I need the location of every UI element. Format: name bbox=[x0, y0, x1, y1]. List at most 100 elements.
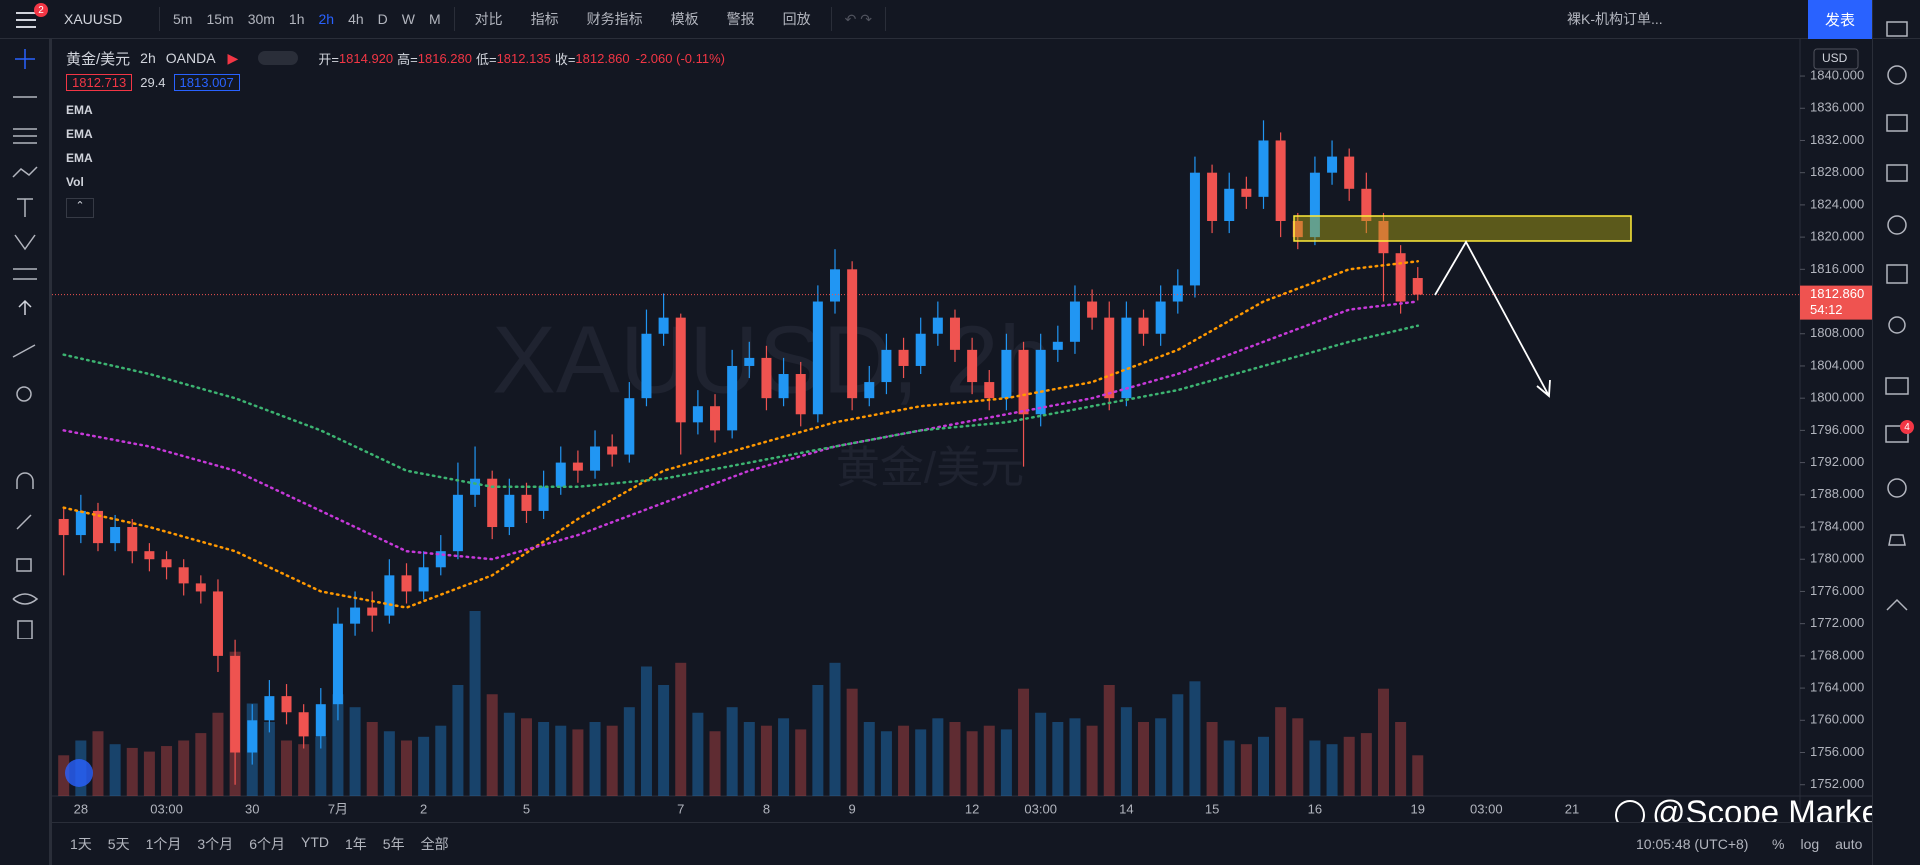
range[interactable]: 6个月 bbox=[249, 836, 285, 852]
candle-body bbox=[1172, 285, 1183, 302]
interval[interactable]: 30m bbox=[247, 11, 275, 27]
chart: XAUUSD, 2h 黄金/美元 1752.0001756.0001760.00… bbox=[52, 39, 1872, 822]
x-tick-label: 28 bbox=[74, 801, 88, 816]
zone-rectangle[interactable] bbox=[1293, 215, 1632, 242]
range[interactable]: 3个月 bbox=[197, 836, 234, 852]
scale-option[interactable]: log bbox=[1800, 836, 1820, 852]
scale-option[interactable]: auto bbox=[1835, 836, 1863, 852]
scale-option[interactable]: % bbox=[1772, 836, 1785, 852]
interval[interactable]: 4h bbox=[348, 11, 364, 27]
range[interactable]: 1个月 bbox=[145, 836, 182, 852]
x-tick-label: 14 bbox=[1119, 801, 1133, 816]
ohlc-label: 低= bbox=[475, 51, 497, 67]
tool[interactable]: 财务指标 bbox=[586, 11, 643, 27]
volume-bar bbox=[178, 740, 190, 796]
range[interactable]: 1年 bbox=[344, 836, 367, 852]
candle-body bbox=[915, 333, 926, 366]
volume-bar bbox=[829, 662, 841, 796]
candle-body bbox=[1258, 140, 1269, 197]
volume-bar bbox=[589, 722, 601, 796]
candle-body bbox=[332, 623, 343, 705]
volume-bar bbox=[932, 718, 944, 796]
interval[interactable]: 1h bbox=[288, 11, 305, 27]
volume-bar bbox=[846, 688, 858, 796]
candle-body bbox=[778, 374, 789, 399]
interval[interactable]: M bbox=[429, 11, 441, 27]
range[interactable]: 5天 bbox=[107, 836, 130, 852]
candle-body bbox=[692, 406, 703, 423]
y-tick-label: 1764.000 bbox=[1810, 680, 1864, 695]
volume-bar bbox=[880, 731, 892, 796]
currency-box[interactable] bbox=[1813, 48, 1859, 70]
candle-body bbox=[847, 269, 858, 399]
tool[interactable]: 模板 bbox=[670, 11, 699, 27]
separator bbox=[885, 7, 887, 31]
candle-body bbox=[264, 696, 275, 721]
candle-body bbox=[435, 551, 446, 568]
interval[interactable]: W bbox=[401, 11, 415, 27]
interval[interactable]: 5m bbox=[173, 11, 193, 27]
y-tick-label: 1840.000 bbox=[1810, 67, 1864, 82]
ema-line bbox=[62, 324, 1420, 489]
interval[interactable]: 15m bbox=[206, 11, 234, 27]
volume-bar bbox=[143, 751, 155, 796]
interval[interactable]: 2h bbox=[318, 11, 335, 27]
volume-bar bbox=[658, 685, 670, 796]
undo[interactable]: ↶ ↷ bbox=[844, 10, 873, 27]
interval[interactable]: D bbox=[377, 11, 388, 27]
candle-body bbox=[710, 406, 721, 431]
volume-bar bbox=[1240, 744, 1252, 796]
candle-body bbox=[830, 269, 840, 302]
y-tick-label: 1792.000 bbox=[1810, 454, 1864, 469]
menu-icon[interactable] bbox=[0, 0, 52, 39]
x-tick-label: 15 bbox=[1205, 801, 1219, 816]
range[interactable]: 5年 bbox=[382, 836, 405, 852]
volume-bar bbox=[418, 736, 430, 796]
x-tick-label: 7月 bbox=[328, 801, 348, 816]
y-tick-label: 1816.000 bbox=[1810, 261, 1864, 276]
y-tick-label: 1836.000 bbox=[1810, 100, 1864, 115]
candle-body bbox=[367, 607, 378, 616]
range[interactable]: 全部 bbox=[420, 836, 449, 852]
plot: 1752.000 1756.000 1760.000 1764.000 1768.000… bbox=[52, 67, 1872, 816]
logo bbox=[65, 759, 93, 787]
y-tick-label: 1820.000 bbox=[1810, 229, 1864, 244]
publish-button[interactable]: 发表 bbox=[1808, 0, 1872, 39]
candle-body bbox=[144, 551, 155, 560]
legend-main: 黄金/美元 2h OANDA ▶ 开= 1814.920 高= 1816.280 低= 1… bbox=[66, 46, 725, 70]
range[interactable]: 1天 bbox=[70, 836, 92, 852]
volume-bar bbox=[349, 707, 361, 796]
symbol[interactable]: XAUUSD bbox=[64, 11, 123, 27]
x-tick-label: 03:00 bbox=[150, 801, 183, 816]
layout-name[interactable]: 裸K-机构订单... bbox=[1567, 11, 1663, 27]
tool[interactable]: 对比 bbox=[474, 11, 503, 27]
tool[interactable]: 回放 bbox=[782, 11, 811, 27]
legend-quote: 1812.713 29.4 1813.007 bbox=[66, 70, 725, 94]
collapse-button[interactable]: ⌃ bbox=[66, 198, 94, 218]
volume-bar bbox=[1360, 733, 1372, 796]
y-tick-label: 1804.000 bbox=[1810, 357, 1864, 372]
legend-source: OANDA bbox=[165, 50, 216, 66]
volume-bar bbox=[1395, 722, 1407, 796]
candle-body bbox=[1035, 349, 1046, 415]
volume-bar bbox=[1035, 712, 1047, 796]
volume-bar bbox=[1138, 722, 1150, 796]
candle-body bbox=[984, 382, 995, 399]
candle-body bbox=[1052, 341, 1063, 350]
indicator-label: EMA bbox=[66, 103, 93, 117]
volume-bar bbox=[212, 712, 224, 796]
candle-body bbox=[744, 357, 755, 366]
tool[interactable]: 指标 bbox=[530, 11, 559, 27]
arrow-drawing[interactable] bbox=[1434, 240, 1551, 398]
volume-bar bbox=[1120, 707, 1132, 796]
tool[interactable]: 警报 bbox=[726, 11, 755, 27]
candle-body bbox=[1155, 301, 1166, 334]
range[interactable]: YTD bbox=[300, 834, 329, 850]
intervals: 5m 15m 30m 1h 2h 4h D W M bbox=[166, 11, 448, 27]
bid: 1812.713 bbox=[66, 73, 133, 91]
volume-bar bbox=[1258, 736, 1269, 796]
candle-body bbox=[281, 696, 292, 713]
y-tick-label: 1772.000 bbox=[1810, 615, 1864, 630]
indicator-legend: EMA EMA EMA Vol bbox=[66, 98, 725, 194]
status-toggle[interactable] bbox=[258, 51, 299, 65]
